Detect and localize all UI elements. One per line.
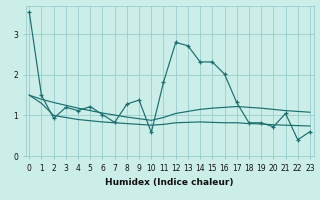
- X-axis label: Humidex (Indice chaleur): Humidex (Indice chaleur): [105, 178, 234, 187]
